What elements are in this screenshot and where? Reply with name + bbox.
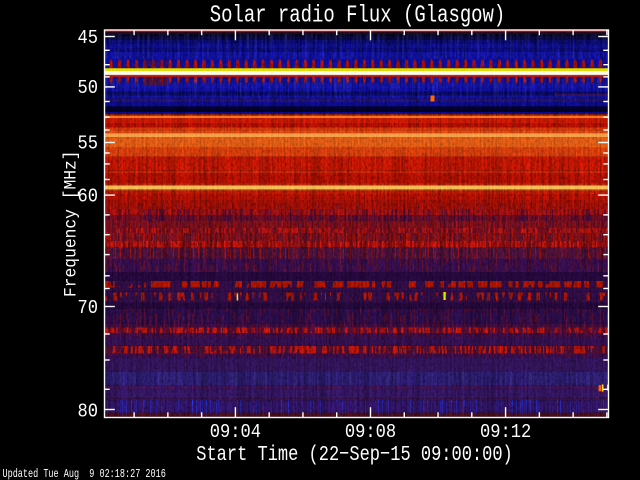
svg-text:55: 55 (77, 134, 98, 155)
svg-text:Updated Tue Aug 9 02:18:27 20: Updated Tue Aug 9 02:18:27 2016 (3, 468, 166, 480)
svg-text:09:04: 09:04 (210, 422, 261, 443)
svg-text:45: 45 (77, 28, 98, 49)
svg-text:50: 50 (77, 78, 98, 99)
svg-text:09:08: 09:08 (345, 422, 396, 443)
svg-text:Frequency [MHz]: Frequency [MHz] (62, 150, 82, 297)
svg-text:Solar radio Flux (Glasgow): Solar radio Flux (Glasgow) (210, 3, 506, 30)
svg-text:09:12: 09:12 (480, 422, 531, 443)
svg-text:70: 70 (77, 298, 98, 319)
svg-text:60: 60 (77, 187, 98, 208)
svg-text:Start Time (22−Sep−15 09:00:00: Start Time (22−Sep−15 09:00:00) (196, 442, 512, 466)
svg-text:80: 80 (77, 402, 98, 423)
